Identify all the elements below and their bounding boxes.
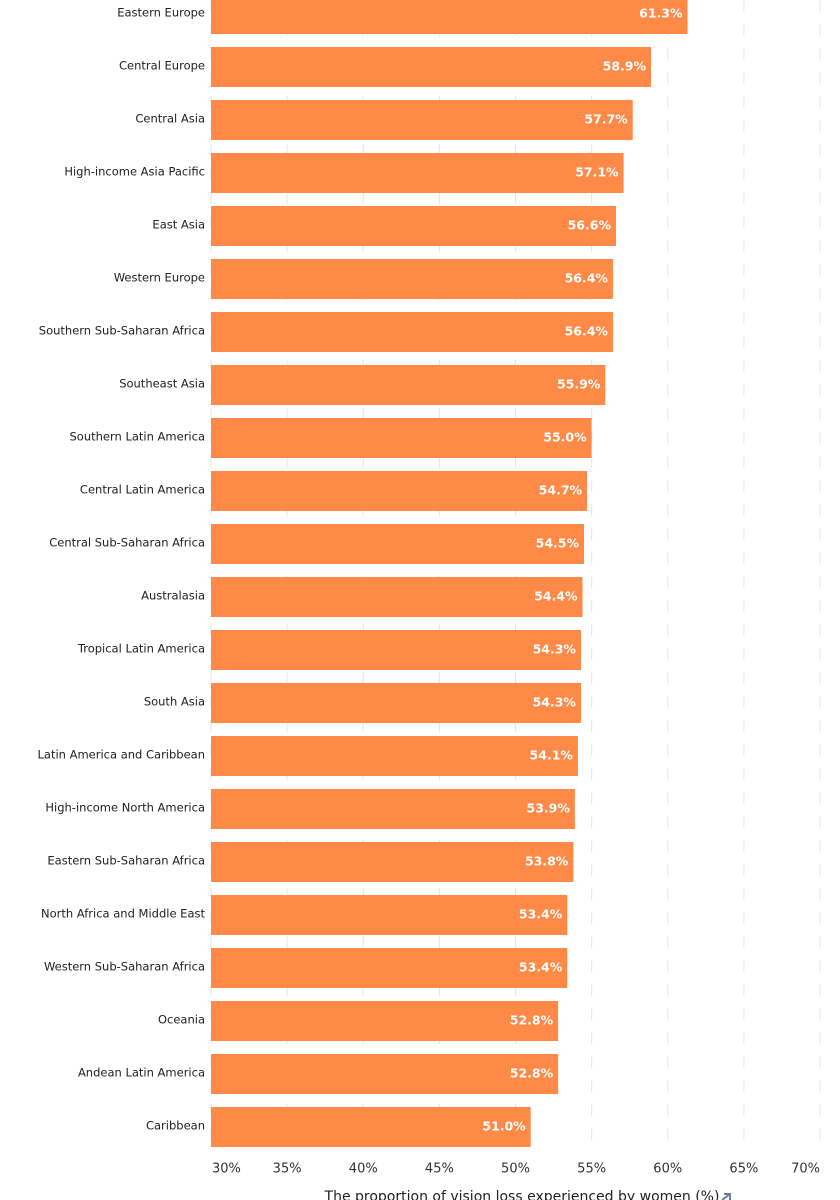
bar — [211, 842, 574, 882]
bar — [211, 1107, 531, 1147]
value-label: 54.5% — [536, 536, 580, 551]
bar — [211, 418, 592, 458]
category-label: Western Europe — [114, 271, 205, 285]
value-label: 61.3% — [639, 6, 683, 21]
category-label: Central Europe — [119, 59, 205, 73]
bar — [211, 47, 652, 87]
category-label: East Asia — [152, 218, 205, 232]
value-label: 54.3% — [533, 695, 577, 710]
x-tick-label: 30% — [212, 1162, 241, 1177]
bar — [211, 0, 688, 34]
value-label: 56.4% — [565, 271, 609, 286]
bar — [211, 471, 588, 511]
x-tick-label: 35% — [273, 1162, 302, 1177]
bar — [211, 736, 578, 776]
category-label: Central Latin America — [80, 483, 205, 497]
bar — [211, 895, 568, 935]
value-label: 51.0% — [482, 1119, 526, 1134]
value-label: 56.4% — [565, 324, 609, 339]
category-label: Latin America and Caribbean — [38, 748, 206, 762]
bar — [211, 206, 616, 246]
x-axis-title: The proportion of vision loss experience… — [324, 1189, 720, 1200]
category-label: Southeast Asia — [119, 377, 205, 391]
value-label: 54.7% — [539, 483, 583, 498]
x-tick-label: 50% — [501, 1162, 530, 1177]
value-label: 53.4% — [519, 907, 563, 922]
value-label: 53.9% — [527, 801, 571, 816]
value-label: 54.1% — [530, 748, 574, 763]
category-label: Andean Latin America — [78, 1066, 205, 1080]
bar — [211, 1054, 559, 1094]
bar — [211, 524, 585, 564]
value-label: 58.9% — [603, 59, 647, 74]
x-tick-label: 55% — [577, 1162, 606, 1177]
x-tick-label: 40% — [349, 1162, 378, 1177]
category-label: Southern Sub-Saharan Africa — [39, 324, 205, 338]
bar — [211, 365, 606, 405]
category-label: Central Asia — [135, 112, 205, 126]
value-label: 57.7% — [584, 112, 628, 127]
value-label: 56.6% — [568, 218, 612, 233]
category-label: Eastern Sub-Saharan Africa — [47, 854, 205, 868]
category-label: Western Sub-Saharan Africa — [44, 960, 205, 974]
value-label: 52.8% — [510, 1066, 554, 1081]
x-tick-label: 45% — [425, 1162, 454, 1177]
category-label: Australasia — [141, 589, 205, 603]
category-label: Tropical Latin America — [77, 642, 205, 656]
bar — [211, 153, 624, 193]
category-label: South Asia — [144, 695, 205, 709]
bar — [211, 683, 581, 723]
value-label: 53.4% — [519, 960, 563, 975]
value-label: 52.8% — [510, 1013, 554, 1028]
x-tick-label: 65% — [729, 1162, 758, 1177]
bar — [211, 259, 613, 299]
category-label: High-income Asia Pacific — [64, 165, 205, 179]
value-label: 57.1% — [575, 165, 619, 180]
category-label: Central Sub-Saharan Africa — [49, 536, 205, 550]
value-label: 54.4% — [534, 589, 578, 604]
category-label: High-income North America — [45, 801, 205, 815]
category-label: Southern Latin America — [69, 430, 205, 444]
category-label: Oceania — [158, 1013, 205, 1027]
category-label: Caribbean — [146, 1119, 205, 1133]
bar — [211, 1001, 559, 1041]
value-label: 54.3% — [533, 642, 577, 657]
category-label: Eastern Europe — [117, 6, 205, 20]
bar — [211, 948, 568, 988]
bar — [211, 630, 581, 670]
category-label: North Africa and Middle East — [41, 907, 206, 921]
value-label: 55.0% — [543, 430, 587, 445]
axis-icon — [721, 1193, 731, 1200]
bar — [211, 789, 575, 829]
value-label: 53.8% — [525, 854, 569, 869]
x-tick-label: 60% — [653, 1162, 682, 1177]
value-label: 55.9% — [557, 377, 601, 392]
x-tick-label: 70% — [791, 1162, 820, 1177]
bar — [211, 312, 613, 352]
bar — [211, 100, 633, 140]
bar — [211, 577, 583, 617]
